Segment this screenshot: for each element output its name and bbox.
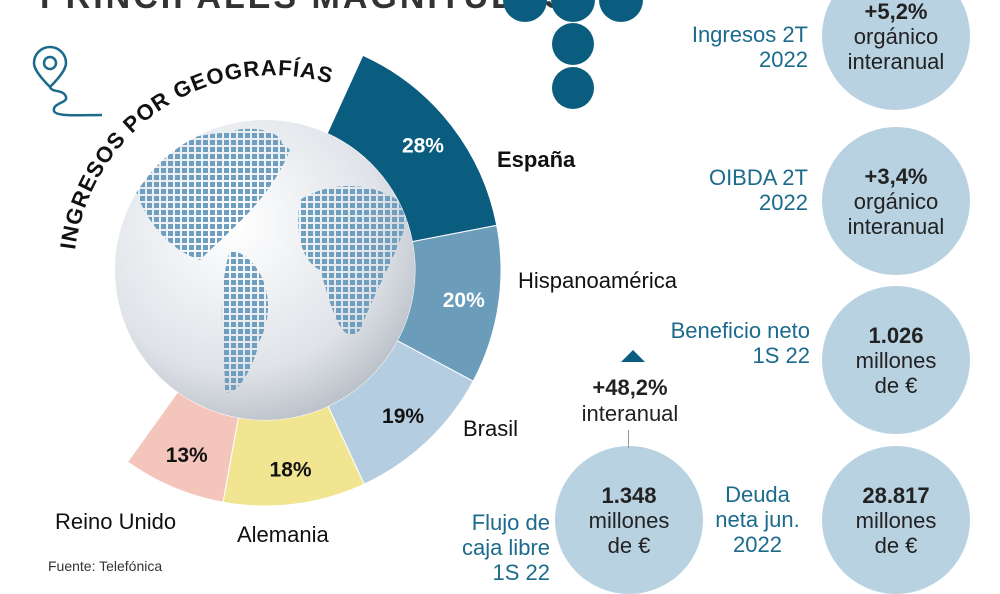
- metric-label-flujo: Flujo de caja libre 1S 22: [461, 510, 550, 585]
- slice-percent-label: 20%: [443, 289, 485, 312]
- fcf-change-unit: interanual: [581, 401, 679, 426]
- label-hispanoamerica: Hispanoamérica: [518, 268, 677, 293]
- metric-label-beneficio: Beneficio neto 1S 22: [670, 318, 810, 368]
- geography-donut-chart: INGRESOS POR GEOGRAFÍAS 28%20%19%18%13%: [55, 54, 502, 507]
- slice-percent-label: 28%: [402, 135, 444, 158]
- page-title: PRINCIPALES MAGNITUDES: [40, 0, 570, 17]
- slice-percent-label: 13%: [166, 444, 208, 467]
- metric-circle-beneficio: 1.026 millones de €: [822, 286, 970, 434]
- label-reino-unido: Reino Unido: [55, 509, 177, 534]
- label-alemania: Alemania: [237, 522, 329, 547]
- label-brasil: Brasil: [463, 416, 519, 441]
- metric-circle-deuda: 28.817 millones de €: [822, 446, 970, 594]
- metric-circle-ingresos: +5,2% orgánico interanual: [822, 0, 970, 110]
- metric-unit: orgánico interanual: [847, 23, 945, 74]
- connector-line: [628, 430, 629, 448]
- telefonica-logo: [503, 0, 643, 109]
- metric-unit: millones de €: [588, 507, 670, 558]
- metric-value: +3,4%: [864, 163, 928, 189]
- fcf-change: +48,2% interanual: [565, 375, 695, 427]
- metric-unit: orgánico interanual: [847, 188, 945, 239]
- metric-value: 1.348: [601, 482, 657, 508]
- slice-percent-label: 19%: [382, 405, 424, 428]
- metric-value: 1.026: [868, 322, 924, 348]
- metric-label-oibda: OIBDA 2T 2022: [708, 165, 808, 215]
- up-triangle-icon: [621, 350, 645, 362]
- slice-percent-label: 18%: [270, 458, 312, 481]
- metric-value: +5,2%: [864, 0, 928, 24]
- label-espana: España: [497, 147, 576, 172]
- metric-unit: millones de €: [855, 507, 937, 558]
- metric-unit: millones de €: [855, 347, 937, 398]
- source-note: Fuente: Telefónica: [48, 558, 163, 574]
- world-map: [130, 128, 410, 393]
- location-pin-icon: [32, 45, 103, 117]
- metric-label-ingresos: Ingresos 2T 2022: [691, 22, 808, 72]
- fcf-change-value: +48,2%: [592, 375, 668, 400]
- metric-value: 28.817: [862, 482, 930, 508]
- metric-circle-flujo: 1.348 millones de €: [555, 446, 703, 594]
- metric-label-deuda: Deuda neta jun. 2022: [715, 482, 800, 557]
- metric-circle-oibda: +3,4% orgánico interanual: [822, 127, 970, 275]
